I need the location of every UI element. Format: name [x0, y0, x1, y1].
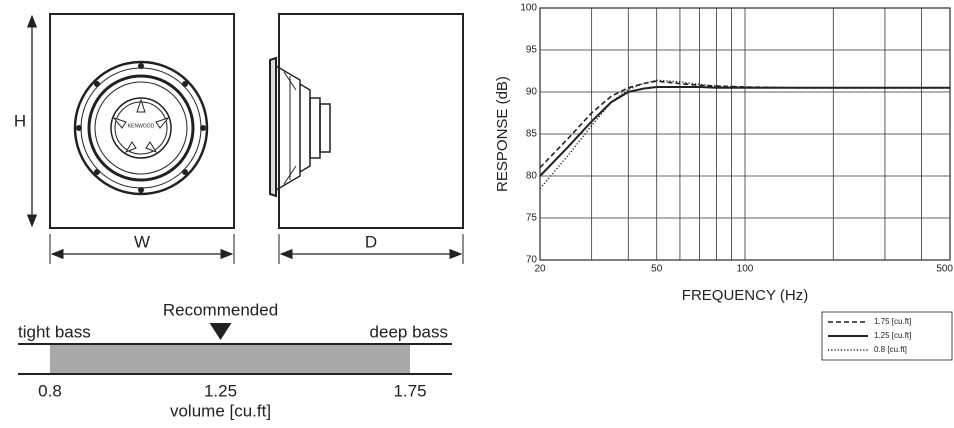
volume-ticks: 0.8 1.25 1.75 Recommended	[38, 300, 426, 400]
range-bar	[50, 344, 410, 374]
x-tick-label: 20	[534, 264, 546, 275]
chart: 70 75 80 85 90 95 100 20 50 100 500 FREQUENCY (Hz) R…	[494, 3, 953, 361]
y-tick-label: 80	[526, 171, 538, 182]
legend-label: 1.25 [cu.ft]	[874, 331, 911, 340]
left-label: tight bass	[18, 322, 91, 341]
legend-label: 1.75 [cu.ft]	[874, 317, 911, 326]
x-tick-label: 100	[737, 264, 754, 275]
y-tick-label: 95	[526, 45, 538, 56]
y-axis-label: RESPONSE (dB)	[494, 76, 511, 192]
y-tick-label: 90	[526, 87, 538, 98]
width-label: W	[134, 232, 150, 251]
x-tick-label: 500	[936, 264, 953, 275]
marker	[209, 323, 232, 340]
logo: KENWOOD	[128, 123, 155, 129]
scale-tick-label: 1.75	[393, 381, 426, 400]
marker-label: Recommended	[163, 300, 278, 319]
y-tick-label: 70	[526, 255, 538, 266]
y-tick-label: 85	[526, 129, 538, 140]
x-tick-label: 50	[651, 264, 663, 275]
legend-label: 0.8 [cu.ft]	[874, 345, 907, 354]
x-axis-label: FREQUENCY (Hz)	[682, 287, 808, 304]
right-label: deep bass	[370, 322, 448, 341]
line-series	[539, 86, 950, 177]
scale-tick-label: 1.25	[204, 381, 237, 400]
side-view	[269, 13, 464, 229]
front-view	[49, 13, 235, 229]
scale-axis-label: volume [cu.ft]	[170, 401, 271, 420]
y-tick-label: 100	[520, 3, 537, 14]
y-tick-label: 75	[526, 213, 538, 224]
scale-tick-label: 0.8	[38, 381, 62, 400]
height-label: H	[14, 111, 26, 130]
line-series	[539, 79, 950, 190]
depth-label: D	[365, 232, 377, 251]
